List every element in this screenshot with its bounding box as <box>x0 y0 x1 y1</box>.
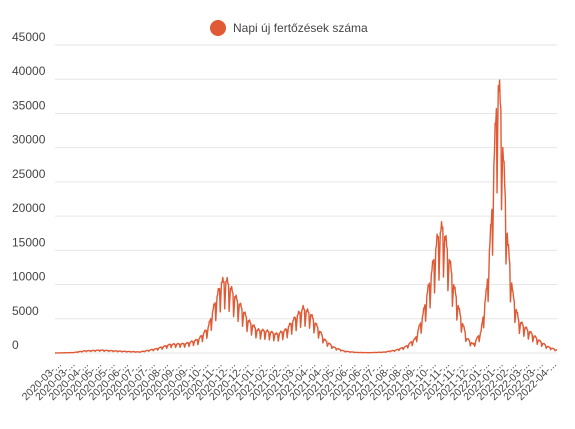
legend-marker <box>210 20 226 36</box>
x-axis-ticks: 2020-03-...2020-03-...2020-04-...2020-05… <box>20 359 559 403</box>
gridlines <box>55 44 557 354</box>
y-tick-label: 35000 <box>12 98 46 112</box>
y-tick-label: 15000 <box>12 235 46 249</box>
legend[interactable]: Napi új fertőzések száma <box>210 20 368 36</box>
y-tick-label: 25000 <box>12 167 46 181</box>
legend-label: Napi új fertőzések száma <box>233 21 368 35</box>
y-tick-label: 45000 <box>12 30 46 44</box>
series-line <box>54 79 558 354</box>
y-tick-label: 20000 <box>12 201 46 215</box>
series-plot <box>54 79 558 354</box>
y-tick-label: 0 <box>12 338 19 352</box>
y-tick-label: 10000 <box>12 270 46 284</box>
y-tick-label: 40000 <box>12 64 46 78</box>
y-axis-ticks: 45000 40000 35000 30000 25000 20000 15000 10000… <box>12 30 46 352</box>
y-tick-label: 30000 <box>12 133 46 147</box>
y-tick-label: 5000 <box>12 304 39 318</box>
